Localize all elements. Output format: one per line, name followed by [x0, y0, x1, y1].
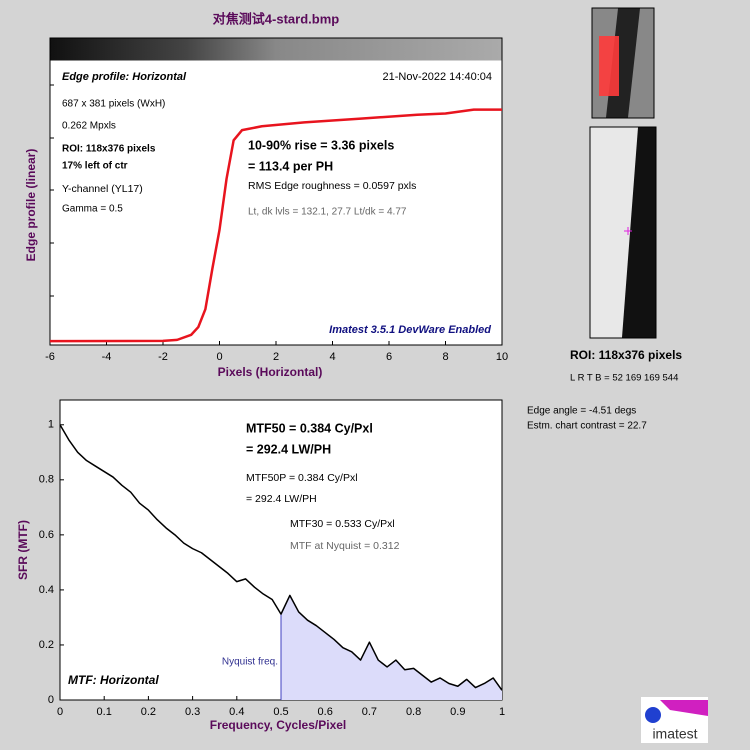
x-tick-label: 0.9: [450, 706, 465, 718]
x-tick-label: 0.4: [229, 706, 244, 718]
x-tick-label: 2: [273, 351, 279, 363]
logo-text: imatest: [652, 726, 697, 742]
x-tick-label: 0.2: [141, 706, 156, 718]
x-tick-label: -2: [158, 351, 168, 363]
y-tick-label: 0.6: [39, 529, 54, 541]
y-tick-label: 0.8: [39, 474, 54, 486]
x-tick-label: 6: [386, 351, 392, 363]
y-tick-label: 0.4: [39, 584, 54, 596]
x-tick-label: 8: [442, 351, 448, 363]
chart-title: 对焦测试4-stard.bmp: [213, 11, 339, 26]
x-tick-label: -6: [45, 351, 55, 363]
info: 17% left of ctr: [62, 161, 128, 172]
x-tick-label: 0.3: [185, 706, 200, 718]
x-tick-label: 0.6: [318, 706, 333, 718]
x-tick-label: 4: [329, 351, 335, 363]
y-ticks: [50, 84, 54, 297]
data-line: [49, 108, 502, 343]
data-line: [59, 424, 503, 691]
info: Y-channel (YL17): [62, 183, 143, 195]
info: 687 x 381 pixels (WxH): [62, 99, 165, 110]
x-tick-label: 0.8: [406, 706, 421, 718]
mtf50p: = 292.4 LW/PH: [246, 493, 317, 505]
x-tick-label: 0: [57, 706, 63, 718]
nyquist-fill: [281, 595, 502, 700]
plot-area: [49, 37, 503, 346]
rise: 10-90% rise = 3.36 pixels: [248, 138, 394, 152]
x-tick-label: 0: [216, 351, 222, 363]
gradient-strip: [50, 38, 502, 61]
x-tick-label: -4: [102, 351, 112, 363]
date: 21-Nov-2022 14:40:04: [383, 71, 492, 83]
x-tick-label: 1: [499, 706, 505, 718]
info: Gamma = 0.5: [62, 204, 123, 215]
contrast: Estm. chart contrast = 22.7: [527, 421, 647, 432]
x-axis-label: Frequency, Cycles/Pixel: [210, 718, 347, 732]
nyquist-label: Nyquist freq.: [222, 657, 278, 668]
info: 0.262 Mpxls: [62, 121, 116, 132]
logo: imatest: [641, 697, 708, 743]
x-tick-label: 0.7: [362, 706, 377, 718]
version: Imatest 3.5.1 DevWare Enabled: [329, 324, 491, 336]
x-tick-label: 10: [496, 351, 508, 363]
y-tick-label: 0.2: [39, 639, 54, 651]
panel-label: Edge profile: Horizontal: [62, 71, 187, 83]
mtf50: MTF50 = 0.384 Cy/Pxl: [246, 421, 373, 435]
x-tick-label: 0.1: [97, 706, 112, 718]
roughness: RMS Edge roughness = 0.0597 pxls: [248, 180, 416, 192]
roi-size: ROI: 118x376 pixels: [570, 348, 682, 362]
y-tick-label: 0: [48, 694, 54, 706]
mtf50: = 292.4 LW/PH: [246, 442, 331, 456]
x-axis-label: Pixels (Horizontal): [218, 365, 323, 379]
y-axis-label: Edge profile (linear): [24, 149, 38, 262]
mtf-nyquist: MTF at Nyquist = 0.312: [290, 540, 400, 552]
x-tick-label: 0.5: [273, 706, 288, 718]
panel-label: MTF: Horizontal: [68, 673, 159, 687]
y-tick-label: 1: [48, 419, 54, 431]
levels: Lt, dk lvls = 132.1, 27.7 Lt/dk = 4.77: [248, 207, 407, 218]
mtf30: MTF30 = 0.533 Cy/Pxl: [290, 518, 395, 530]
roi-thumbnail: [591, 7, 655, 119]
roi-coords: L R T B = 52 169 169 544: [570, 373, 678, 384]
y-axis-label: SFR (MTF): [16, 520, 30, 580]
mtf50p: MTF50P = 0.384 Cy/Pxl: [246, 472, 358, 484]
edge-angle: Edge angle = -4.51 degs: [527, 406, 636, 417]
info: ROI: 118x376 pixels: [62, 144, 156, 155]
rise: = 113.4 per PH: [248, 159, 333, 173]
edge-thumbnail: [589, 126, 657, 339]
